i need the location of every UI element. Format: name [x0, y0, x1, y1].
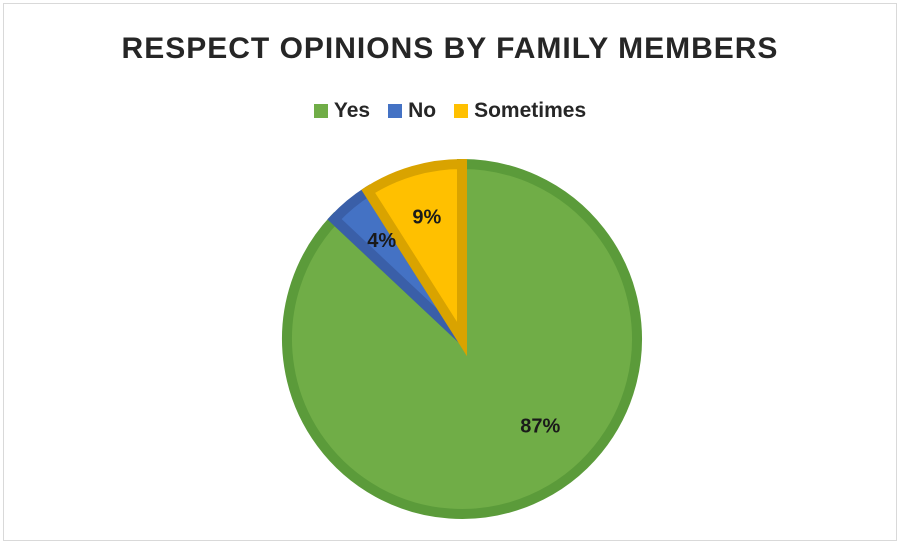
legend-swatch-yes: [313, 104, 328, 118]
legend-label-yes: Yes: [333, 99, 371, 122]
legend-item-sometimes: Sometimes: [454, 99, 586, 123]
legend-item-yes: Yes: [313, 99, 371, 123]
pie-labels: 87% 4% 9%: [367, 206, 560, 437]
data-label-sometimes: 9%: [412, 206, 441, 228]
chart-legend: Yes No Sometimes: [4, 99, 896, 123]
legend-swatch-sometimes: [454, 104, 469, 118]
legend-label-sometimes: Sometimes: [474, 99, 587, 122]
pie-slices: [282, 158, 642, 519]
chart-title: RESPECT OPINIONS BY FAMILY MEMBERS: [121, 32, 779, 65]
pie-slice-sometimes: [361, 158, 467, 357]
legend-label-no: No: [408, 99, 437, 122]
data-label-no: 4%: [367, 230, 396, 252]
data-label-yes: 87%: [520, 416, 560, 438]
legend-swatch-no: [388, 104, 403, 118]
legend-item-no: No: [388, 99, 436, 123]
chart-area: RESPECT OPINIONS BY FAMILY MEMBERS Yes N…: [3, 3, 897, 541]
pie-chart: 87% 4% 9%: [282, 158, 642, 519]
